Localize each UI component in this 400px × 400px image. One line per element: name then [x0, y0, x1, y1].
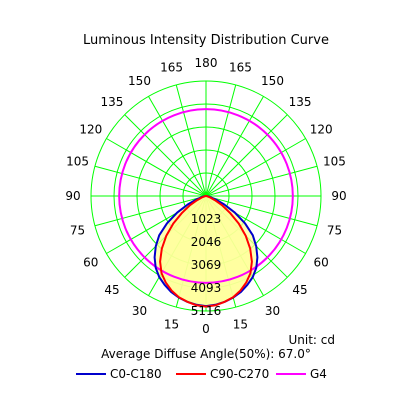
radial-labels: 1023 2046 3069 4093 5116 — [191, 212, 222, 318]
angle-label-left: 165 — [160, 61, 183, 75]
legend-label: C90-C270 — [210, 367, 269, 381]
radial-tick-label: 3069 — [191, 258, 222, 272]
radial-tick-label: 2046 — [191, 235, 222, 249]
angle-label-left: 150 — [128, 74, 151, 88]
radial-tick-label: 4093 — [191, 281, 222, 295]
series-line-g4 — [118, 108, 294, 284]
average-diffuse-angle: Average Diffuse Angle(50%): 67.0° — [101, 347, 311, 361]
angle-label: 180 — [195, 56, 218, 70]
series-layer — [118, 108, 294, 308]
angle-label-right: 75 — [327, 223, 342, 237]
angle-label-right: 165 — [229, 61, 252, 75]
angle-label-right: 120 — [310, 123, 333, 137]
angle-label-right: 150 — [261, 74, 284, 88]
angle-label-right: 60 — [314, 256, 329, 270]
series-line-c90-c270 — [159, 195, 253, 308]
angle-label-right: 30 — [265, 304, 280, 318]
angle-label-left: 60 — [83, 256, 98, 270]
angle-label-left: 30 — [132, 304, 147, 318]
angle-label-right: 90 — [331, 189, 346, 203]
angle-label-right: 135 — [289, 95, 312, 109]
radial-tick-label: 1023 — [191, 212, 222, 226]
angle-label-left: 120 — [79, 123, 102, 137]
angle-label-left: 15 — [164, 317, 179, 331]
angle-label-left: 90 — [65, 189, 80, 203]
angle-labels: 0 15 30 45 60 75 90 105 120 135 150 165 180 15 30 45 60 7… — [65, 56, 346, 336]
angle-label-left: 45 — [104, 283, 119, 297]
angle-label-left: 75 — [70, 223, 85, 237]
angle-label-right: 15 — [233, 317, 248, 331]
chart-title: Luminous Intensity Distribution Curve — [83, 33, 329, 48]
angle-label-right: 45 — [292, 283, 307, 297]
legend: C0-C180 C90-C270 G4 — [76, 367, 327, 381]
angle-label: 0 — [202, 322, 210, 336]
angle-label-left: 105 — [66, 155, 89, 169]
legend-label: G4 — [310, 367, 327, 381]
radial-tick-label: 5116 — [191, 304, 222, 318]
unit-label: Unit: cd — [289, 333, 336, 347]
legend-label: C0-C180 — [110, 367, 162, 381]
angle-label-left: 135 — [101, 95, 124, 109]
angle-label-right: 105 — [323, 155, 346, 169]
